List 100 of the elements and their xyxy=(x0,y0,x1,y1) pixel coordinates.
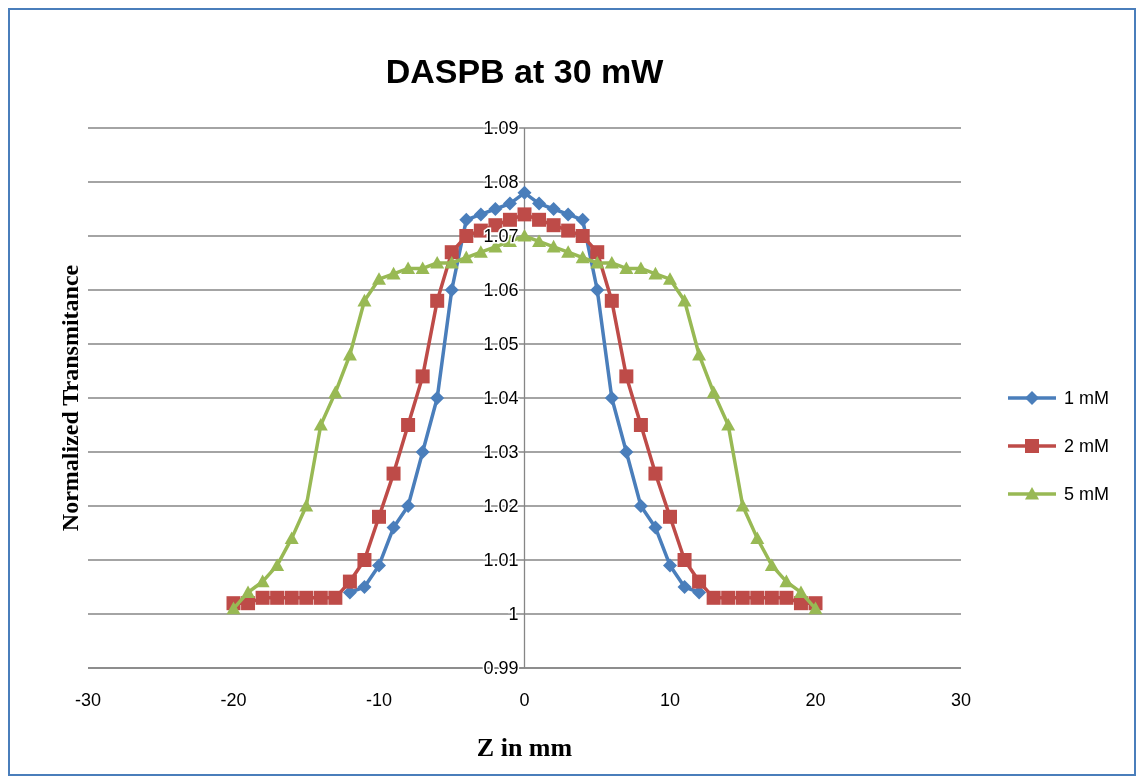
y-tick-label: 1.08 xyxy=(483,172,519,192)
point xyxy=(459,229,474,243)
point xyxy=(793,585,808,598)
point xyxy=(473,245,488,258)
point xyxy=(401,261,416,274)
point xyxy=(619,445,634,459)
point xyxy=(779,590,794,605)
point xyxy=(299,590,314,605)
point xyxy=(517,207,532,222)
point xyxy=(430,256,445,269)
point xyxy=(590,283,605,297)
point xyxy=(444,256,459,269)
point xyxy=(386,266,401,280)
y-tick-label: 0.99 xyxy=(483,658,519,678)
y-tick-label: 1.01 xyxy=(483,550,519,570)
point xyxy=(401,499,416,513)
point xyxy=(313,418,328,431)
point xyxy=(677,580,692,594)
y-tick-label: 1.06 xyxy=(483,280,519,300)
point xyxy=(386,466,401,481)
point xyxy=(604,293,619,308)
point xyxy=(517,185,532,200)
point xyxy=(648,466,663,481)
point xyxy=(764,558,779,571)
point xyxy=(517,229,532,242)
point xyxy=(241,585,256,598)
point xyxy=(721,418,736,431)
point xyxy=(401,418,416,432)
point xyxy=(721,590,736,605)
point xyxy=(633,261,648,274)
point xyxy=(663,272,677,285)
point xyxy=(342,574,357,589)
point xyxy=(692,574,707,589)
point xyxy=(663,509,677,524)
point xyxy=(575,229,590,243)
point xyxy=(459,250,474,264)
point xyxy=(648,266,663,280)
point xyxy=(750,590,765,605)
x-axis-title: Z in mm xyxy=(476,733,573,762)
x-tick-label: 0 xyxy=(519,690,530,710)
point xyxy=(590,256,605,269)
point xyxy=(532,234,547,247)
point xyxy=(764,590,779,605)
y-tick-label: 1 xyxy=(508,604,519,624)
point xyxy=(284,590,299,605)
point xyxy=(648,520,663,535)
y-tick-label: 1.02 xyxy=(483,496,519,516)
point xyxy=(502,212,517,227)
point xyxy=(633,499,648,513)
point xyxy=(546,218,561,233)
point xyxy=(502,196,517,211)
point xyxy=(342,347,357,361)
point xyxy=(604,391,619,405)
point xyxy=(590,245,605,260)
point xyxy=(299,499,314,512)
point xyxy=(735,499,750,512)
y-tick-label: 1.04 xyxy=(483,388,519,408)
point xyxy=(415,445,430,459)
point xyxy=(692,347,707,361)
y-tick-label: 1.03 xyxy=(483,442,519,462)
legend-label: 5 mM xyxy=(1064,484,1109,504)
point xyxy=(473,207,488,222)
point xyxy=(677,293,692,307)
point xyxy=(561,223,576,238)
x-tick-label: -20 xyxy=(220,690,247,710)
x-tick-label: 20 xyxy=(805,690,826,710)
point xyxy=(706,385,721,399)
legend-label: 1 mM xyxy=(1064,388,1109,408)
point xyxy=(415,369,430,384)
point xyxy=(255,590,270,605)
x-tick-label: 10 xyxy=(659,690,681,710)
point xyxy=(328,590,343,605)
point xyxy=(546,202,561,216)
point xyxy=(372,558,386,573)
point xyxy=(706,590,721,605)
point xyxy=(808,601,823,615)
point xyxy=(372,272,386,285)
point xyxy=(604,256,619,269)
point xyxy=(532,196,547,211)
y-axis-title: Normalized Transmitance xyxy=(57,264,83,532)
point xyxy=(663,558,677,573)
point xyxy=(357,553,372,567)
x-tick-label: 30 xyxy=(950,690,972,710)
point xyxy=(532,212,547,227)
point xyxy=(255,574,270,588)
point xyxy=(430,391,445,405)
point xyxy=(270,590,285,605)
x-tick-label: -10 xyxy=(365,690,393,710)
point xyxy=(357,580,372,594)
point xyxy=(444,283,459,297)
x-tick-label: -30 xyxy=(74,690,102,710)
y-tick-label: 1.09 xyxy=(483,118,519,138)
point xyxy=(415,261,430,274)
point xyxy=(575,250,590,264)
point xyxy=(619,261,634,274)
point xyxy=(226,601,241,615)
point xyxy=(735,590,750,605)
chart-title: DASPB at 30 mW xyxy=(385,52,665,90)
point xyxy=(313,590,328,605)
legend-label: 2 mM xyxy=(1064,436,1109,456)
